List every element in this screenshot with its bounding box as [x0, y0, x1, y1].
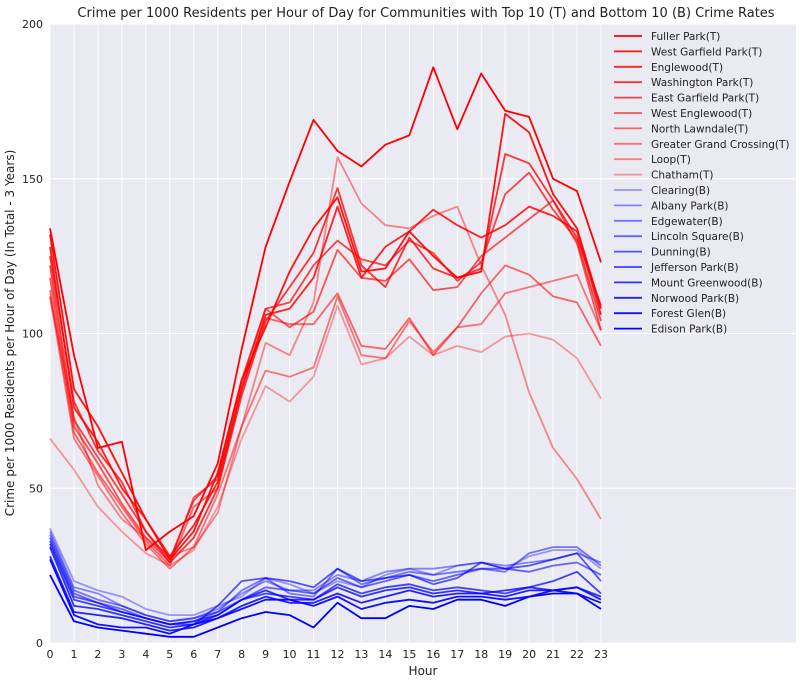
legend-label: Norwood Park(B) [651, 293, 739, 305]
x-tick-label: 3 [118, 648, 125, 661]
x-tick-label: 6 [190, 648, 197, 661]
series-lines [49, 66, 602, 638]
x-tick-label: 11 [307, 648, 321, 661]
x-tick-label: 23 [594, 648, 608, 661]
grid [49, 23, 796, 644]
legend-label: Chatham(T) [651, 170, 713, 182]
series-line [49, 205, 602, 558]
series-line [49, 273, 602, 570]
x-tick-label: 20 [522, 648, 536, 661]
legend-label: Dunning(B) [651, 247, 711, 259]
series-line [49, 156, 602, 558]
legend-label: Albany Park(B) [651, 200, 729, 212]
series-line [49, 543, 602, 626]
x-tick-label: 1 [70, 648, 77, 661]
y-tick-label: 100 [22, 328, 43, 341]
x-tick-label: 15 [402, 648, 416, 661]
x-tick-label: 13 [354, 648, 368, 661]
y-tick-label: 200 [22, 18, 43, 31]
x-tick-label: 14 [378, 648, 392, 661]
x-tick-label: 2 [94, 648, 101, 661]
chart-title: Crime per 1000 Residents per Hour of Day… [77, 6, 774, 21]
legend-label: Englewood(T) [651, 62, 723, 74]
legend-label: Edison Park(B) [651, 324, 727, 336]
series-line [49, 264, 602, 567]
legend-label: Edgewater(B) [651, 216, 723, 228]
y-tick-label: 0 [36, 637, 43, 650]
series-line [49, 112, 602, 561]
y-tick-labels: 0 50 100 150 200 [22, 18, 43, 650]
series-line [49, 546, 602, 629]
x-axis-label: Hour [409, 664, 438, 678]
x-tick-label: 10 [283, 648, 297, 661]
series-line [49, 304, 602, 567]
x-tick-label: 12 [330, 648, 344, 661]
legend-label: Forest Glen(B) [651, 308, 726, 320]
x-tick-label: 18 [474, 648, 488, 661]
series-line [49, 171, 602, 561]
x-tick-label: 4 [142, 648, 149, 661]
legend-label: East Garfield Park(T) [651, 93, 759, 105]
legend-label: Washington Park(T) [651, 77, 753, 89]
legend-label: North Lawndale(T) [651, 123, 748, 135]
x-tick-label: 21 [546, 648, 560, 661]
x-tick-label: 0 [47, 648, 54, 661]
legend-label: Mount Greenwood(B) [651, 277, 763, 289]
legend: Fuller Park(T) West Garfield Park(T) Engle… [614, 31, 790, 336]
x-tick-labels: 0 1 2 3 4 5 6 7 8 9 10 11 12 13 14 15 16 17 18 19 20 21 22 23 [47, 648, 609, 661]
x-tick-label: 17 [450, 648, 464, 661]
series-line [49, 574, 602, 638]
legend-label: West Englewood(T) [651, 108, 752, 120]
legend-label: Greater Grand Crossing(T) [651, 139, 790, 151]
y-tick-label: 150 [22, 173, 43, 186]
x-tick-label: 16 [426, 648, 440, 661]
series-line [49, 528, 602, 616]
legend-label: Fuller Park(T) [651, 31, 720, 43]
x-tick-label: 8 [238, 648, 245, 661]
legend-label: Lincoln Square(B) [651, 231, 744, 243]
series-line [49, 555, 602, 632]
y-tick-label: 50 [29, 482, 43, 495]
x-tick-label: 7 [214, 648, 221, 661]
series-line [49, 559, 602, 635]
legend-label: Jefferson Park(B) [650, 262, 739, 274]
legend-label: Clearing(B) [651, 185, 710, 197]
series-line [49, 153, 602, 564]
x-tick-label: 5 [166, 648, 173, 661]
series-line [49, 199, 602, 564]
legend-label: Loop(T) [651, 154, 691, 166]
x-tick-label: 19 [498, 648, 512, 661]
y-axis-label: Crime per 1000 Residents per Hour of Day… [3, 150, 17, 517]
x-tick-label: 22 [570, 648, 584, 661]
legend-label: West Garfield Park(T) [651, 46, 762, 58]
x-tick-label: 9 [262, 648, 269, 661]
